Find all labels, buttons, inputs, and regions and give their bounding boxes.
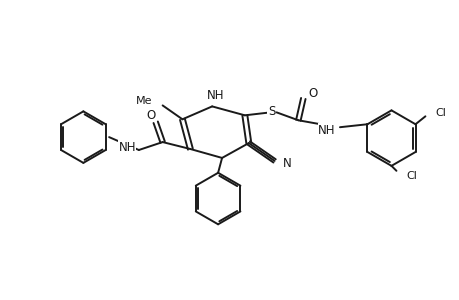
Text: Me: Me	[136, 97, 152, 106]
Text: NH: NH	[318, 124, 335, 137]
Text: S: S	[267, 105, 274, 118]
Text: Cl: Cl	[434, 108, 445, 118]
Text: NH: NH	[206, 89, 224, 102]
Text: N: N	[282, 158, 291, 170]
Text: O: O	[146, 109, 155, 122]
Text: NH: NH	[118, 140, 135, 154]
Text: O: O	[308, 87, 317, 100]
Text: Cl: Cl	[405, 171, 416, 181]
